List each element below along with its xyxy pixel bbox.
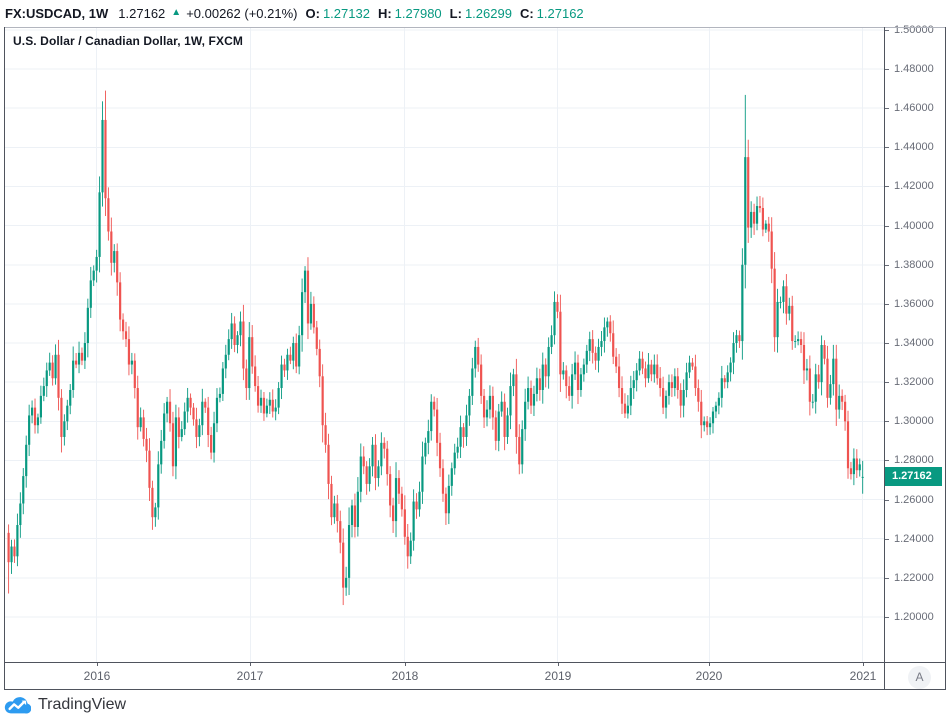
- open-value: 1.27132: [322, 6, 370, 21]
- price-tick-mark: [885, 500, 889, 501]
- high-label: H:: [377, 6, 392, 21]
- price-axis-label: 1.44000: [894, 141, 934, 153]
- price-axis-label: 1.20000: [894, 611, 934, 623]
- open-label: O:: [305, 6, 320, 21]
- price-tick-mark: [885, 108, 889, 109]
- tradingview-logo-icon[interactable]: [4, 696, 31, 714]
- chart-legend[interactable]: U.S. Dollar / Canadian Dollar, 1W, FXCM: [13, 34, 243, 48]
- price-tick-mark: [885, 186, 889, 187]
- footer-brand: TradingView: [4, 693, 126, 717]
- symbol-info-bar: FX:USDCAD, 1W 1.27162 ▲ +0.00262 (+0.21%…: [0, 0, 949, 27]
- time-axis-year-label: 2017: [236, 669, 264, 683]
- time-axis-year-label: 2019: [544, 669, 572, 683]
- price-tick-mark: [885, 226, 889, 227]
- time-tick-mark: [558, 662, 559, 666]
- price-tick-mark: [885, 460, 889, 461]
- time-tick-mark: [405, 662, 406, 666]
- price-tick-mark: [885, 539, 889, 540]
- last-price-value: 1.27162: [118, 6, 166, 21]
- price-axis-label: 1.28000: [894, 454, 934, 466]
- border-top: [4, 27, 946, 28]
- price-axis-label: 1.42000: [894, 180, 934, 192]
- price-axis[interactable]: 1.27162 A 1.50000 1.48000 1.46000 1.44000 1.…: [884, 24, 946, 690]
- up-arrow-icon: ▲: [171, 7, 182, 18]
- candlestick-plot[interactable]: [4, 27, 884, 662]
- close-label: C:: [519, 6, 534, 21]
- price-tick-mark: [885, 343, 889, 344]
- time-tick-mark: [250, 662, 251, 666]
- time-axis-separator: [4, 662, 946, 663]
- price-axis-label: 1.34000: [894, 337, 934, 349]
- auto-scale-button[interactable]: A: [908, 666, 931, 689]
- price-tick-mark: [885, 304, 889, 305]
- price-axis-label: 1.26000: [894, 494, 934, 506]
- price-axis-label: 1.30000: [894, 415, 934, 427]
- time-axis-year-label: 2016: [83, 669, 111, 683]
- time-tick-mark: [97, 662, 98, 666]
- time-axis-year-label: 2018: [391, 669, 419, 683]
- high-value: 1.27980: [394, 6, 442, 21]
- price-axis-label: 1.24000: [894, 533, 934, 545]
- price-axis-label: 1.38000: [894, 259, 934, 271]
- price-axis-label: 1.22000: [894, 572, 934, 584]
- low-value: 1.26299: [464, 6, 512, 21]
- price-change: +0.00262 (+0.21%): [186, 6, 298, 21]
- time-tick-mark: [863, 662, 864, 666]
- time-axis[interactable]: 2016 2017 2018 2019 2020 2021: [4, 662, 884, 689]
- time-axis-year-label: 2020: [695, 669, 723, 683]
- price-axis-label: 1.32000: [894, 376, 934, 388]
- price-tick-mark: [885, 69, 889, 70]
- price-tick-mark: [885, 30, 889, 31]
- price-axis-label: 1.36000: [894, 298, 934, 310]
- price-axis-separator: [884, 27, 885, 690]
- low-label: L:: [449, 6, 462, 21]
- price-axis-label: 1.46000: [894, 102, 934, 114]
- price-tick-mark: [885, 147, 889, 148]
- price-tick-mark: [885, 265, 889, 266]
- price-axis-label: 1.50000: [894, 24, 934, 36]
- border-bottom: [4, 689, 946, 690]
- price-tick-mark: [885, 578, 889, 579]
- price-tick-mark: [885, 421, 889, 422]
- border-left: [4, 27, 5, 690]
- price-axis-label: 1.40000: [894, 220, 934, 232]
- price-tick-mark: [885, 617, 889, 618]
- time-tick-mark: [709, 662, 710, 666]
- price-axis-label: 1.48000: [894, 63, 934, 75]
- symbol-name[interactable]: FX:USDCAD, 1W: [5, 6, 109, 21]
- close-value: 1.27162: [536, 6, 584, 21]
- border-right: [945, 27, 946, 690]
- time-axis-year-label: 2021: [849, 669, 877, 683]
- chart-widget: U.S. Dollar / Canadian Dollar, 1W, FXCM …: [4, 24, 946, 690]
- brand-name[interactable]: TradingView: [38, 696, 127, 713]
- last-price-label: 1.27162: [885, 467, 942, 486]
- price-tick-mark: [885, 382, 889, 383]
